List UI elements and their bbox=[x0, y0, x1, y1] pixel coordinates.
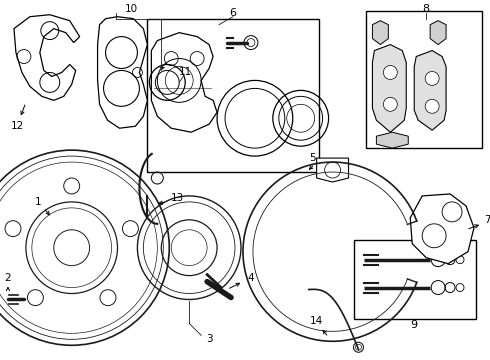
Text: 4: 4 bbox=[247, 273, 254, 283]
Text: 13: 13 bbox=[171, 193, 184, 203]
Polygon shape bbox=[372, 21, 389, 45]
Text: 8: 8 bbox=[422, 4, 430, 14]
Circle shape bbox=[425, 72, 439, 85]
Circle shape bbox=[425, 99, 439, 113]
Text: 10: 10 bbox=[125, 4, 138, 14]
Bar bbox=[354, 240, 476, 319]
Circle shape bbox=[5, 221, 21, 237]
Text: 5: 5 bbox=[309, 153, 316, 163]
Text: 2: 2 bbox=[4, 273, 11, 283]
Polygon shape bbox=[376, 132, 408, 148]
Text: 6: 6 bbox=[229, 8, 237, 18]
Text: 1: 1 bbox=[34, 197, 41, 207]
Polygon shape bbox=[98, 17, 147, 128]
Bar bbox=[367, 11, 482, 148]
Circle shape bbox=[383, 97, 397, 111]
Circle shape bbox=[122, 221, 138, 237]
Circle shape bbox=[64, 178, 80, 194]
Text: 3: 3 bbox=[206, 334, 213, 344]
Text: 9: 9 bbox=[411, 320, 418, 330]
Polygon shape bbox=[430, 21, 446, 45]
Text: 7: 7 bbox=[485, 215, 490, 225]
Polygon shape bbox=[317, 158, 348, 182]
Circle shape bbox=[383, 66, 397, 80]
Polygon shape bbox=[410, 194, 474, 264]
Polygon shape bbox=[414, 50, 446, 130]
Polygon shape bbox=[151, 33, 217, 132]
Text: 11: 11 bbox=[178, 67, 192, 77]
Text: 14: 14 bbox=[310, 316, 323, 327]
Polygon shape bbox=[14, 15, 80, 100]
Polygon shape bbox=[372, 45, 406, 132]
Circle shape bbox=[100, 290, 116, 306]
Circle shape bbox=[27, 290, 44, 306]
Text: 12: 12 bbox=[11, 121, 24, 131]
Bar bbox=[147, 19, 318, 172]
